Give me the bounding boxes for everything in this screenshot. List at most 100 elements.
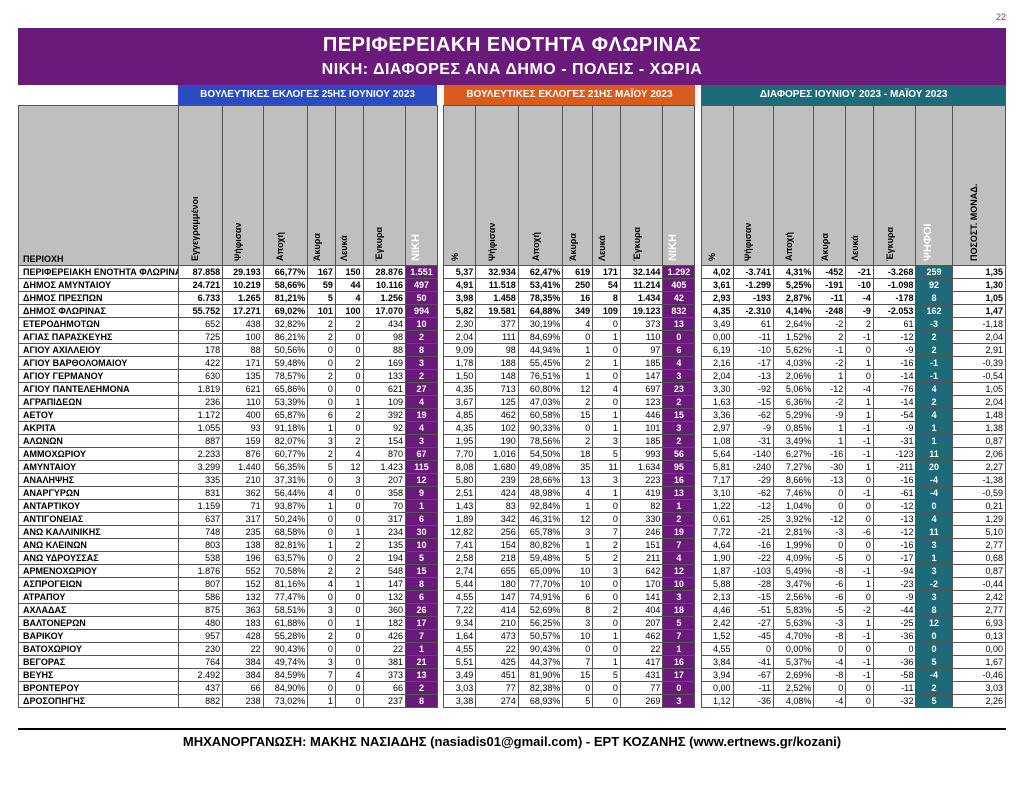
- cell-june-3: 0: [308, 552, 336, 565]
- cell-diff-3: 0: [814, 487, 846, 500]
- cell-may-3: 250: [563, 279, 593, 292]
- cell-may-2: 52,69%: [518, 604, 563, 617]
- cell-may-2: 50,57%: [518, 630, 563, 643]
- cell-june-6: 115: [406, 461, 438, 474]
- cell-may-5: 697: [620, 383, 663, 396]
- cell-diff-2: 2,56%: [773, 591, 813, 604]
- cell-may-3: 15: [563, 669, 593, 682]
- cell-june-5: 10.116: [363, 279, 406, 292]
- cell-june-1: 135: [223, 370, 263, 383]
- cell-may-4: 1: [593, 487, 621, 500]
- cell-may-6: 10: [663, 578, 695, 591]
- cell-diff-4: -2: [846, 604, 874, 617]
- cell-june-1: 138: [223, 539, 263, 552]
- column-group-bar: ΒΟΥΛΕΥΤΙΚΕΣ ΕΚΛΟΓΕΣ 25ΗΣ ΙΟΥΝΙΟΥ 2023ΒΟΥ…: [18, 85, 1006, 105]
- cell-may-0: 7,41: [444, 539, 476, 552]
- cell-june-0: 875: [178, 604, 223, 617]
- cell-june-3: 5: [308, 292, 336, 305]
- cell-june-4: 0: [335, 383, 363, 396]
- cell-june-2: 73,02%: [263, 695, 308, 708]
- cell-june-3: 0: [308, 526, 336, 539]
- cell-may-1: 210: [476, 617, 519, 630]
- cell-diff-0: 0,00: [701, 331, 733, 344]
- cell-may-3: 13: [563, 474, 593, 487]
- page-number: 22: [18, 12, 1006, 28]
- cell-may-5: 32.144: [620, 266, 663, 279]
- cell-june-4: 1: [335, 578, 363, 591]
- cell-region: ΑΝΤΑΡΤΙΚΟΥ: [19, 500, 179, 513]
- cell-may-5: 246: [620, 526, 663, 539]
- cell-diff-3: 1: [814, 435, 846, 448]
- cell-diff-2: 4,08%: [773, 695, 813, 708]
- cell-diff-0: 1,87: [701, 565, 733, 578]
- cell-june-0: 24.721: [178, 279, 223, 292]
- cell-may-1: 218: [476, 552, 519, 565]
- cell-june-1: 88: [223, 344, 263, 357]
- cell-may-1: 32.934: [476, 266, 519, 279]
- table-row: ΒΡΟΝΤΕΡΟΥ4376684,90%006623,037782,38%007…: [19, 682, 1006, 695]
- cell-june-3: 0: [308, 357, 336, 370]
- cell-may-5: 151: [620, 539, 663, 552]
- cell-june-2: 81,16%: [263, 578, 308, 591]
- cell-diff-7: 6,93: [952, 617, 1005, 630]
- cell-region: ΔΗΜΟΣ ΠΡΕΣΠΩΝ: [19, 292, 179, 305]
- cell-diff-6: 92: [916, 279, 952, 292]
- cell-diff-2: 2,52%: [773, 682, 813, 695]
- cell-may-3: 3: [563, 617, 593, 630]
- cell-may-6: 6: [663, 344, 695, 357]
- cell-may-0: 5,82: [444, 305, 476, 318]
- cell-diff-5: -16: [873, 539, 916, 552]
- cell-diff-2: 1,52%: [773, 331, 813, 344]
- cell-may-1: 256: [476, 526, 519, 539]
- cell-region: ΑΡΜΕΝΟΧΩΡΙΟΥ: [19, 565, 179, 578]
- cell-diff-3: -9: [814, 409, 846, 422]
- cell-may-0: 4,85: [444, 409, 476, 422]
- cell-may-2: 90,33%: [518, 422, 563, 435]
- cell-diff-7: 5,10: [952, 526, 1005, 539]
- cell-diff-5: -94: [873, 565, 916, 578]
- cell-june-0: 6.733: [178, 292, 223, 305]
- cell-june-3: 1: [308, 422, 336, 435]
- cell-june-5: 1.256: [363, 292, 406, 305]
- cell-may-2: 77,70%: [518, 578, 563, 591]
- cell-diff-5: -1.098: [873, 279, 916, 292]
- cell-may-2: 68,93%: [518, 695, 563, 708]
- cell-may-3: 1: [563, 344, 593, 357]
- cell-may-1: 274: [476, 695, 519, 708]
- table-row: ΔΗΜΟΣ ΠΡΕΣΠΩΝ6.7331.26581,21%541.256503,…: [19, 292, 1006, 305]
- cell-may-5: 211: [620, 552, 663, 565]
- cell-diff-2: 4,31%: [773, 266, 813, 279]
- cell-june-1: 384: [223, 669, 263, 682]
- cell-may-5: 77: [620, 682, 663, 695]
- cell-may-5: 185: [620, 435, 663, 448]
- cell-may-5: 446: [620, 409, 663, 422]
- cell-diff-1: -16: [733, 539, 773, 552]
- cell-june-1: 93: [223, 422, 263, 435]
- table-row: ΑΜΥΝΤΑΙΟΥ3.2991.44056,35%5121.4231158,08…: [19, 461, 1006, 474]
- cell-june-4: 0: [335, 370, 363, 383]
- table-row: ΑΝΑΛΗΨΗΣ33521037,31%03207125,8023928,66%…: [19, 474, 1006, 487]
- cell-may-4: 0: [593, 695, 621, 708]
- cell-may-2: 90,43%: [518, 643, 563, 656]
- cell-june-0: 807: [178, 578, 223, 591]
- cell-june-3: 167: [308, 266, 336, 279]
- cell-may-5: 431: [620, 669, 663, 682]
- cell-diff-2: 4,03%: [773, 357, 813, 370]
- cell-may-3: 3: [563, 526, 593, 539]
- cell-june-1: 183: [223, 617, 263, 630]
- cell-june-1: 10.219: [223, 279, 263, 292]
- cell-may-4: 109: [593, 305, 621, 318]
- cell-may-4: 0: [593, 591, 621, 604]
- cell-june-0: 831: [178, 487, 223, 500]
- cell-june-5: 22: [363, 643, 406, 656]
- cell-may-0: 7,22: [444, 604, 476, 617]
- cell-june-3: 0: [308, 474, 336, 487]
- cell-june-4: 150: [335, 266, 363, 279]
- cell-may-1: 83: [476, 500, 519, 513]
- cell-diff-1: -103: [733, 565, 773, 578]
- cell-diff-0: 3,84: [701, 656, 733, 669]
- cell-june-6: 4: [406, 396, 438, 409]
- cell-region: ΑΓΙΟΥ ΓΕΡΜΑΝΟΥ: [19, 370, 179, 383]
- cell-diff-3: -191: [814, 279, 846, 292]
- cell-june-0: 335: [178, 474, 223, 487]
